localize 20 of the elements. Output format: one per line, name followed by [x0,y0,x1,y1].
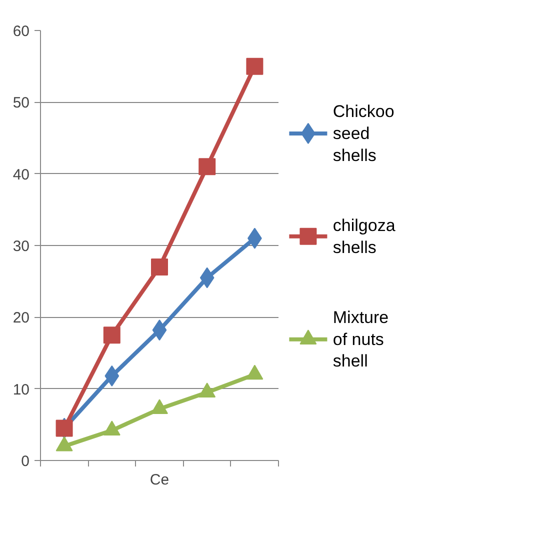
point [246,58,264,75]
y-tick-label: 50 [12,94,30,112]
point [151,258,168,276]
y-tick-label: 40 [12,166,30,184]
point [103,420,120,436]
point [198,158,216,176]
y-tick-label: 0 [21,453,30,470]
point [56,436,73,452]
point [198,382,216,398]
x-axis-title: Ce [150,472,170,488]
point [103,326,120,344]
point [246,364,264,380]
legend-label: chilgoza shells [332,216,396,257]
y-tick-label: 20 [12,310,30,327]
y-tick-label: 10 [12,381,30,398]
y-tick-label: 30 [12,238,30,255]
y-tick-label: 60 [12,23,30,40]
point [151,399,168,414]
legend-label: Chickoo seed shells [332,102,394,165]
legend-label: Mixture of nuts shell [332,308,389,371]
